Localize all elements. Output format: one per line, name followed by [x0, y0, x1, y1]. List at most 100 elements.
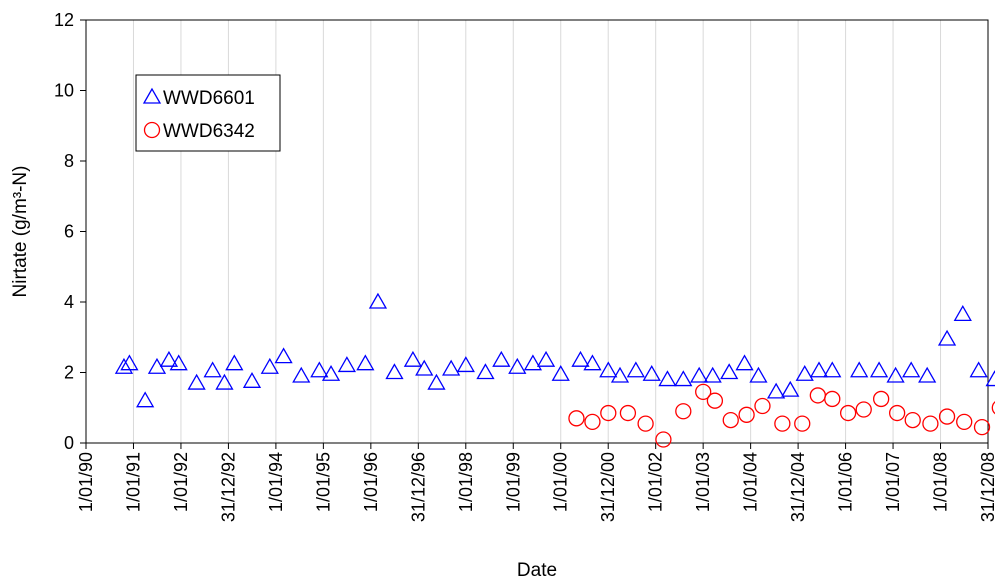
- data-point-triangle: [823, 361, 842, 378]
- x-tick-label: 1/01/99: [503, 452, 523, 512]
- x-tick-label: 1/01/90: [76, 452, 96, 512]
- x-tick-label: 1/01/92: [171, 452, 191, 512]
- data-point-triangle: [274, 347, 293, 364]
- grid-lines: [132, 20, 942, 443]
- legend-triangle-icon: [142, 87, 162, 104]
- data-point-triangle: [508, 357, 527, 374]
- data-point-triangle: [159, 350, 179, 367]
- data-point-triangle: [969, 361, 988, 378]
- data-point-triangle: [953, 305, 972, 321]
- data-point-triangle: [215, 373, 234, 390]
- data-point-circle: [973, 418, 991, 436]
- data-point-triangle: [114, 357, 134, 374]
- data-point-circle: [888, 404, 906, 422]
- legend-box: [135, 74, 281, 152]
- data-point-circle: [938, 408, 956, 425]
- data-point-triangle: [766, 382, 786, 399]
- data-point-circle: [855, 401, 872, 418]
- legend-label-wwd6601: WWD6601: [163, 88, 255, 109]
- data-point-circle: [600, 404, 617, 422]
- data-point-circle: [695, 383, 712, 401]
- data-point-triangle: [385, 363, 404, 380]
- x-tick-label: 31/12/96: [408, 452, 428, 522]
- x-tick-label: 1/01/04: [741, 452, 761, 512]
- x-tick-label: 31/12/04: [788, 452, 808, 522]
- data-point-triangle: [551, 364, 570, 381]
- data-point-triangle: [427, 373, 446, 390]
- data-point-triangle: [902, 361, 921, 378]
- data-point-triangle: [674, 370, 693, 387]
- data-point-circle: [655, 431, 672, 448]
- data-point-circle: [991, 401, 995, 415]
- data-point-circle: [619, 404, 637, 422]
- y-tick-label: 10: [54, 81, 74, 101]
- x-tick-label: 1/01/96: [361, 452, 381, 512]
- data-point-triangle: [225, 354, 244, 371]
- y-tick-label: 4: [64, 292, 74, 312]
- data-point-circle: [794, 415, 811, 432]
- data-point-triangle: [403, 350, 423, 367]
- data-point-triangle: [781, 380, 800, 397]
- data-point-triangle: [626, 361, 645, 378]
- x-tick-label: 1/01/03: [693, 452, 713, 512]
- data-point-triangle: [735, 354, 754, 371]
- data-point-circle: [922, 415, 939, 432]
- data-point-triangle: [187, 373, 206, 390]
- legend-marker-circle: [143, 121, 161, 139]
- data-point-triangle: [720, 363, 739, 380]
- axes: 1/01/90 1/01/91 1/01/92 31/12/92 1/01/94 1/01…: [54, 10, 995, 522]
- x-tick-label: 31/12/08: [978, 452, 995, 522]
- y-tick-label: 2: [64, 363, 74, 383]
- x-tick-label: 1/01/98: [456, 452, 476, 512]
- data-point-triangle: [356, 354, 375, 371]
- data-point-triangle: [523, 354, 543, 371]
- data-point-triangle: [242, 372, 262, 388]
- x-tick-label: 1/01/94: [266, 452, 286, 512]
- x-tick-label: 1/01/07: [883, 452, 903, 512]
- data-point-triangle: [476, 363, 495, 380]
- x-tick-label: 1/01/08: [931, 452, 951, 512]
- data-point-triangle: [169, 354, 188, 371]
- legend: WWD6601 WWD6342: [135, 74, 281, 152]
- data-point-triangle: [310, 361, 329, 378]
- data-point-circle: [809, 387, 826, 404]
- y-axis-title: Nirtate (g/m³-N): [10, 166, 31, 298]
- x-tick-label: 31/12/92: [218, 452, 238, 522]
- data-point-triangle: [690, 366, 709, 383]
- data-point-triangle: [368, 292, 388, 309]
- data-point-circle: [568, 410, 585, 427]
- x-tick-label: 31/12/00: [598, 452, 618, 522]
- data-point-triangle: [918, 366, 937, 383]
- data-point-circle: [706, 392, 724, 409]
- data-point-circle: [675, 403, 692, 420]
- data-point-triangle: [260, 357, 279, 374]
- data-point-circle: [722, 411, 739, 429]
- data-point-circle: [904, 411, 921, 429]
- data-point-circle: [738, 406, 755, 423]
- x-tick-label: 1/01/00: [551, 452, 571, 512]
- data-point-circle: [956, 413, 973, 431]
- legend-marker-triangle: [142, 87, 162, 104]
- data-point-triangle: [571, 350, 590, 367]
- legend-circle-icon: [143, 121, 161, 139]
- data-point-triangle: [795, 364, 814, 381]
- x-tick-label: 1/01/91: [123, 452, 143, 512]
- data-point-triangle: [415, 359, 434, 376]
- data-point-triangle: [658, 370, 677, 387]
- y-tick-label: 8: [64, 151, 74, 171]
- data-point-triangle: [456, 356, 475, 373]
- data-point-triangle: [442, 359, 461, 376]
- x-axis-title: Date: [517, 560, 557, 581]
- data-point-triangle: [120, 354, 139, 371]
- data-point-circle: [584, 413, 601, 431]
- y-tick-label: 6: [64, 222, 74, 242]
- data-point-triangle: [809, 361, 829, 378]
- x-tick-label: 1/01/95: [313, 452, 333, 512]
- legend-label-wwd6342: WWD6342: [163, 121, 255, 142]
- data-point-triangle: [321, 364, 341, 381]
- data-point-triangle: [492, 350, 511, 367]
- y-tick-label: 0: [64, 433, 74, 453]
- x-tick-label: 1/01/06: [836, 452, 856, 512]
